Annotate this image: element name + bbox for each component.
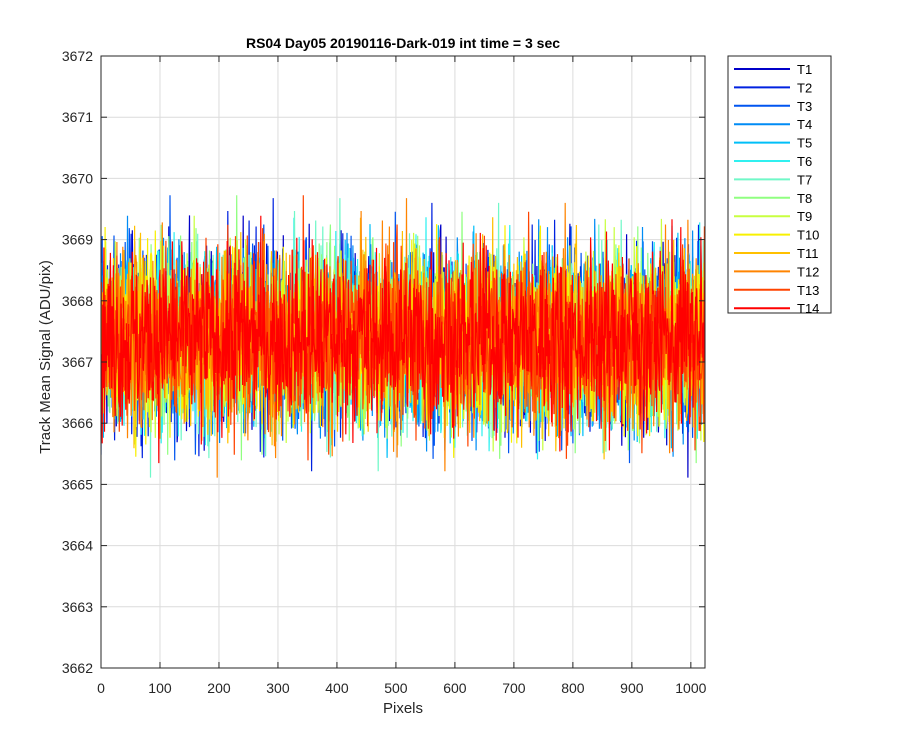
x-tick-label: 600 (443, 680, 467, 696)
legend-label-t7: T7 (797, 172, 812, 187)
x-tick-label: 0 (97, 680, 105, 696)
legend-label-t6: T6 (797, 154, 812, 169)
legend-label-t4: T4 (797, 117, 812, 132)
y-tick-label: 3663 (62, 599, 93, 615)
y-tick-label: 3666 (62, 415, 93, 431)
legend-box (727, 55, 832, 314)
y-tick-label: 3665 (62, 476, 93, 492)
y-tick-label: 3672 (62, 48, 93, 64)
legend-label-t3: T3 (797, 99, 812, 114)
legend-label-t12: T12 (797, 264, 819, 279)
legend-label-t5: T5 (797, 136, 812, 151)
legend-label-t9: T9 (797, 209, 812, 224)
y-tick-label: 3664 (62, 538, 93, 554)
legend: T1 T2 T3 T4 T5 T6 T7 T8 T9 T10 T11 T12 T13 T14 (727, 55, 832, 316)
legend-label-t14: T14 (797, 301, 819, 316)
y-tick-label: 3667 (62, 354, 93, 370)
x-tick-label: 700 (502, 680, 526, 696)
y-tick-label: 3671 (62, 109, 93, 125)
x-tick-label: 100 (148, 680, 172, 696)
y-tick-label: 3668 (62, 293, 93, 309)
chart-title: RS04 Day05 20190116-Dark-019 int time = … (246, 35, 560, 51)
tick-labels: 0 100 200 300 400 500 600 700 800 900 1000 3662 3663… (62, 48, 707, 696)
y-tick-label: 3662 (62, 660, 93, 676)
legend-label-t2: T2 (797, 80, 812, 95)
series-line-t14 (101, 215, 705, 464)
y-tick-label: 3670 (62, 170, 93, 186)
x-tick-label: 400 (325, 680, 349, 696)
x-tick-label: 200 (207, 680, 231, 696)
x-axis-label: Pixels (383, 700, 423, 717)
x-tick-label: 800 (561, 680, 585, 696)
x-tick-label: 1000 (675, 680, 706, 696)
legend-label-t10: T10 (797, 228, 819, 243)
ticks (100, 55, 705, 669)
y-axis-label: Track Mean Signal (ADU/pix) (37, 260, 54, 454)
legend-label-t8: T8 (797, 191, 812, 206)
legend-label-t11: T11 (797, 246, 818, 261)
series-lines (101, 195, 705, 478)
x-tick-label: 500 (384, 680, 408, 696)
x-tick-label: 900 (620, 680, 644, 696)
legend-label-t13: T13 (797, 283, 819, 298)
x-tick-label: 300 (266, 680, 290, 696)
legend-label-t1: T1 (797, 62, 812, 77)
y-tick-label: 3669 (62, 232, 93, 248)
